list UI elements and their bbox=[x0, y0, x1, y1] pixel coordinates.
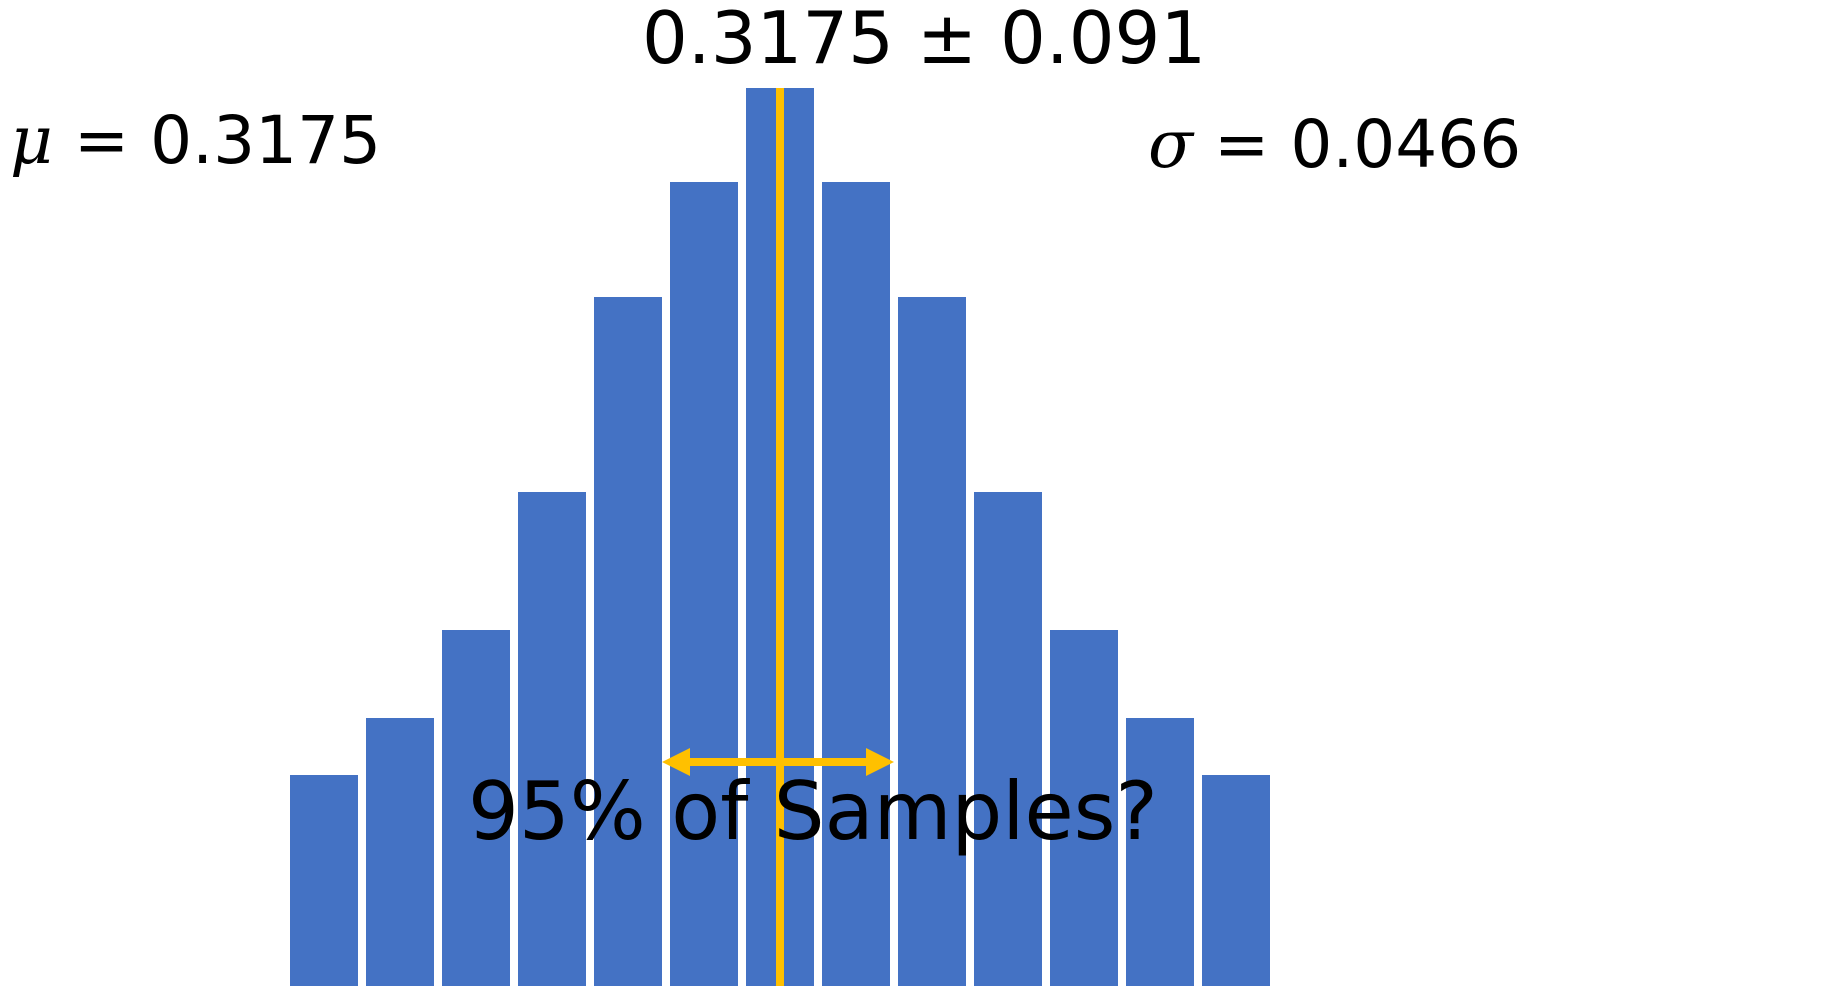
histogram-bar bbox=[822, 182, 890, 986]
interval-arrow-icon bbox=[662, 748, 894, 776]
sigma-symbol: σ bbox=[1148, 106, 1194, 183]
interval-annotation: 0.3175 ± 0.091 bbox=[642, 0, 1207, 80]
mu-symbol: μ bbox=[10, 102, 53, 179]
histogram-bar bbox=[898, 297, 966, 986]
mean-line bbox=[776, 88, 784, 986]
samples-question-annotation: 95% of Samples? bbox=[468, 765, 1158, 858]
histogram-bar bbox=[670, 182, 738, 986]
mu-value: = 0.3175 bbox=[52, 102, 382, 179]
std-dev-annotation: σ = 0.0466 bbox=[1148, 112, 1521, 178]
histogram-bar bbox=[1202, 775, 1270, 986]
mean-annotation: μ = 0.3175 bbox=[10, 108, 381, 174]
histogram-bar bbox=[1050, 630, 1118, 986]
histogram-bar bbox=[290, 775, 358, 986]
sigma-value: = 0.0466 bbox=[1193, 106, 1522, 183]
histogram-bar bbox=[974, 492, 1042, 986]
histogram-bar bbox=[442, 630, 510, 986]
histogram-bar bbox=[366, 718, 434, 986]
histogram-bar bbox=[518, 492, 586, 986]
histogram-bar bbox=[594, 297, 662, 986]
histogram-bar bbox=[1126, 718, 1194, 986]
